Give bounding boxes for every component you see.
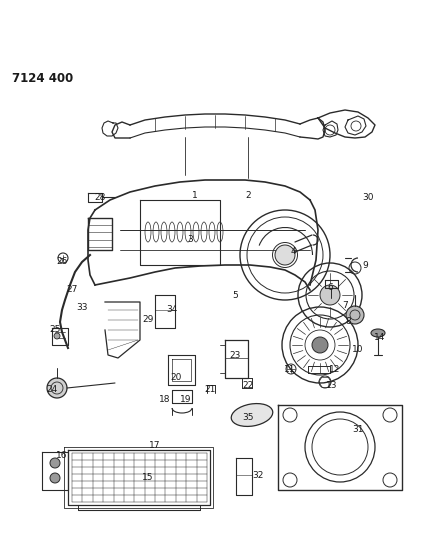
Text: 18: 18 [159, 395, 171, 405]
Circle shape [47, 378, 67, 398]
Text: 30: 30 [362, 193, 374, 203]
Text: 19: 19 [180, 395, 192, 405]
Text: 26: 26 [56, 257, 68, 266]
Text: 1: 1 [192, 190, 198, 199]
Circle shape [50, 473, 60, 483]
Text: 33: 33 [76, 303, 88, 312]
Text: 15: 15 [142, 473, 154, 482]
Text: 10: 10 [352, 345, 364, 354]
Text: 2: 2 [245, 190, 251, 199]
Text: 22: 22 [242, 381, 254, 390]
Text: 29: 29 [143, 316, 154, 325]
Text: 11: 11 [284, 366, 296, 375]
Text: 27: 27 [66, 286, 78, 295]
Circle shape [312, 337, 328, 353]
Text: 25: 25 [49, 326, 61, 335]
Circle shape [50, 458, 60, 468]
Text: 32: 32 [253, 471, 264, 480]
Text: 9: 9 [362, 261, 368, 270]
Text: 7124 400: 7124 400 [12, 71, 73, 85]
Circle shape [346, 306, 364, 324]
Ellipse shape [231, 403, 273, 426]
Text: 8: 8 [345, 318, 351, 327]
Text: 14: 14 [374, 334, 386, 343]
Circle shape [54, 333, 60, 339]
Text: 24: 24 [46, 385, 58, 394]
Text: 12: 12 [329, 366, 341, 375]
Text: 6: 6 [327, 284, 333, 293]
Text: 16: 16 [56, 450, 68, 459]
Text: 17: 17 [149, 440, 161, 449]
Text: 4: 4 [290, 247, 296, 256]
Text: 35: 35 [242, 414, 254, 423]
Text: 3: 3 [187, 236, 193, 245]
Text: 5: 5 [232, 290, 238, 300]
Text: 23: 23 [229, 351, 241, 359]
Text: 7: 7 [342, 301, 348, 310]
Text: 31: 31 [352, 425, 364, 434]
Text: 13: 13 [326, 381, 338, 390]
Circle shape [275, 245, 295, 265]
Text: 21: 21 [204, 385, 216, 394]
Ellipse shape [371, 329, 385, 337]
Text: 34: 34 [166, 305, 178, 314]
Text: 20: 20 [170, 374, 182, 383]
Circle shape [320, 285, 340, 305]
Text: 28: 28 [94, 193, 106, 203]
